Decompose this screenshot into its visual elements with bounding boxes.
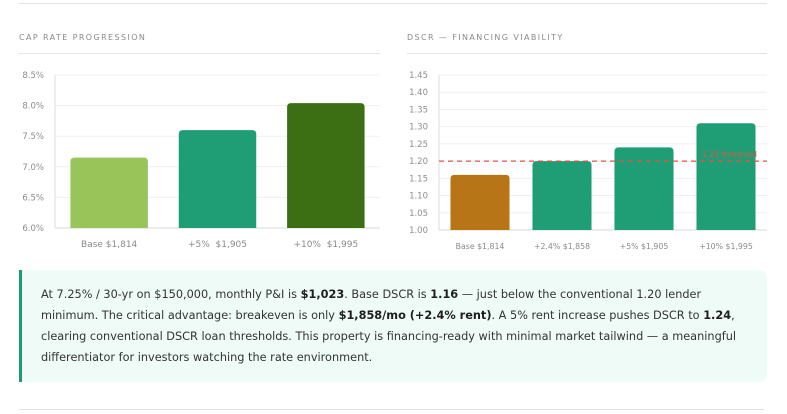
dscr-y-tick-label: 1.15 — [409, 174, 428, 184]
dscr-y-tick-label: 1.10 — [409, 192, 428, 202]
cap-rate-bar — [70, 157, 148, 228]
cap-rate-title: CAP RATE PROGRESSION — [19, 33, 147, 42]
dscr-y-tick-label: 1.00 — [409, 226, 428, 236]
dscr-y-tick-label: 1.05 — [409, 209, 428, 219]
dscr-y-tick-label: 1.45 — [409, 71, 428, 81]
dscr-category-label: +2.4% $1,858 — [534, 242, 590, 251]
cap-rate-category-label: Base $1,814 — [81, 240, 138, 250]
dscr-bar — [614, 147, 674, 230]
cap-rate-y-tick-label: 6.0% — [22, 224, 44, 234]
dscr-title: DSCR — FINANCING VIABILITY — [407, 33, 564, 42]
dscr-bar — [532, 161, 592, 230]
callout-highlight: $1,023 — [300, 288, 345, 301]
cap-rate-y-tick-label: 7.5% — [22, 132, 44, 142]
callout-text: . A 5% rent increase pushes DSCR to — [491, 309, 704, 322]
dscr-title-divider — [407, 53, 767, 54]
dscr-y-tick-label: 1.40 — [409, 88, 428, 98]
callout-text: , clearing conventional DSCR loan thresh… — [41, 309, 737, 364]
bottom-divider — [19, 409, 764, 410]
dscr-y-tick-label: 1.35 — [409, 105, 428, 115]
callout-highlight: 1.16 — [430, 288, 459, 301]
top-divider — [19, 3, 767, 4]
cap-rate-y-tick-label: 6.5% — [22, 193, 44, 203]
financing-insight-callout: At 7.25% / 30-yr on $150,000, monthly P&… — [19, 270, 767, 382]
callout-highlight: 1.24 — [703, 309, 732, 322]
callout-text: . Base DSCR is — [344, 288, 431, 301]
dscr-category-label: +5% $1,905 — [620, 242, 669, 251]
cap-rate-chart: 6.0% 6.5% 7.0% 7.5% 8.0% 8.5% Base $1,814 +5% $… — [22, 71, 380, 250]
cap-rate-y-tick-label: 8.5% — [22, 71, 44, 81]
dscr-y-tick-label: 1.25 — [409, 140, 428, 150]
callout-text: — just below the conventional 1.20 lende… — [41, 288, 702, 322]
dscr-threshold-label: 1.20 threshold — [702, 150, 757, 159]
cap-rate-category-label: +5% $1,905 — [188, 240, 247, 250]
dscr-chart: 1.00 1.05 1.10 1.15 1.20 1.25 1.30 1.35 1.40 1.45… — [409, 71, 767, 251]
dscr-category-label: Base $1,814 — [456, 242, 505, 251]
dscr-y-tick-label: 1.20 — [409, 157, 428, 167]
cap-rate-y-tick-label: 8.0% — [22, 102, 44, 112]
cap-rate-category-label: +10% $1,995 — [293, 240, 358, 250]
dscr-bar — [696, 123, 756, 230]
dscr-bar — [450, 174, 510, 230]
dscr-y-tick-label: 1.30 — [409, 123, 428, 133]
callout-text: At 7.25% / 30-yr on $150,000, monthly P&… — [41, 288, 301, 301]
cap-rate-bar — [287, 103, 365, 228]
dscr-category-label: +10% $1,995 — [699, 242, 753, 251]
cap-rate-title-divider — [19, 53, 380, 54]
callout-highlight: $1,858/mo (+2.4% rent) — [338, 309, 492, 322]
cap-rate-y-tick-label: 7.0% — [22, 163, 44, 173]
cap-rate-bar — [178, 130, 257, 228]
